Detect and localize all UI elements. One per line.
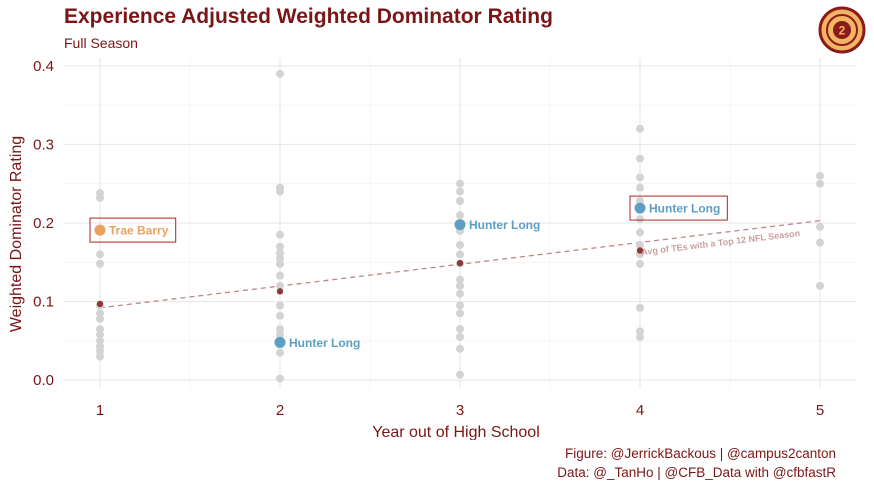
data-point	[276, 374, 284, 383]
data-point	[456, 187, 464, 196]
data-point	[636, 183, 644, 192]
x-tick-label: 4	[636, 402, 644, 419]
chart-title: Experience Adjusted Weighted Dominator R…	[64, 5, 553, 28]
data-point	[456, 275, 464, 284]
data-point	[456, 179, 464, 188]
data-point	[276, 325, 284, 334]
data-point	[816, 171, 824, 180]
data-point	[456, 344, 464, 353]
data-point	[636, 259, 644, 268]
data-point	[276, 69, 284, 78]
x-tick-label: 3	[456, 402, 464, 419]
highlight-point	[634, 202, 646, 214]
x-tick-label: 5	[816, 402, 824, 419]
highlight-label: Hunter Long	[289, 336, 360, 350]
data-point	[276, 230, 284, 239]
y-tick-label: 0.1	[33, 294, 54, 311]
highlight-label: Trae Barry	[109, 224, 169, 238]
data-point	[276, 187, 284, 196]
average-point	[636, 247, 644, 254]
highlight-point	[454, 219, 466, 231]
y-tick-label: 0.4	[33, 58, 54, 75]
data-point	[636, 241, 644, 249]
data-point	[456, 289, 464, 298]
data-point	[456, 332, 464, 341]
data-point	[276, 348, 284, 357]
data-point	[816, 222, 824, 231]
data-point	[456, 250, 464, 259]
data-point	[276, 248, 284, 257]
data-point	[96, 259, 104, 268]
data-credit: Data: @_TanHo | @CFB_Data with @cfbfastR	[557, 465, 836, 480]
highlight-point	[94, 224, 106, 236]
data-point	[96, 347, 104, 356]
data-point	[456, 241, 464, 249]
average-point	[276, 288, 284, 295]
data-point	[276, 281, 284, 290]
average-point	[96, 300, 104, 308]
x-tick-label: 2	[276, 402, 284, 419]
campus2canton-logo-icon: 2	[818, 6, 866, 54]
data-point	[456, 211, 464, 220]
y-tick-label: 0.0	[33, 372, 54, 389]
figure-credit: Figure: @JerrickBackous | @campus2canton	[564, 446, 836, 461]
data-point	[276, 242, 284, 251]
data-point	[96, 330, 104, 339]
data-point	[276, 259, 284, 268]
highlight-label: Hunter Long	[469, 218, 540, 232]
data-point	[276, 311, 284, 320]
data-point	[456, 281, 464, 290]
data-point	[276, 254, 284, 263]
y-axis-title: Weighted Dominator Rating	[8, 136, 25, 332]
data-point	[96, 193, 104, 202]
data-point	[456, 309, 464, 318]
data-point	[456, 301, 464, 310]
highlight-box	[89, 217, 177, 243]
data-point	[456, 370, 464, 379]
average-points	[96, 247, 644, 308]
data-point	[96, 250, 104, 259]
data-point	[456, 197, 464, 205]
data-point	[816, 281, 824, 290]
highlight-label: Hunter Long	[649, 202, 720, 216]
data-point	[96, 352, 104, 361]
average-point	[456, 259, 464, 267]
data-point	[636, 215, 644, 224]
data-point	[636, 332, 644, 341]
data-point	[96, 309, 104, 318]
highlight-box	[629, 195, 728, 221]
data-point	[636, 154, 644, 163]
data-point	[96, 325, 104, 334]
data-point	[816, 238, 824, 247]
data-point	[96, 336, 104, 345]
highlight-point	[274, 336, 286, 348]
data-point	[636, 124, 644, 133]
data-point	[636, 228, 644, 237]
data-point	[636, 303, 644, 312]
y-tick-label: 0.2	[33, 215, 54, 232]
data-point	[636, 327, 644, 336]
data-point	[636, 173, 644, 182]
chart-subtitle: Full Season	[64, 35, 138, 51]
y-tick-label: 0.3	[33, 136, 54, 153]
data-point	[816, 179, 824, 188]
data-point	[276, 301, 284, 310]
data-point	[96, 314, 104, 323]
data-point	[276, 330, 284, 339]
chart-plot: Trae Barry Hunter Long Hunter Long Hunter L…	[8, 58, 856, 440]
axis-ticks: 1 2 3 4 5 0.0 0.1 0.2 0.3 0.4	[33, 58, 824, 419]
x-axis-title: Year out of High School	[372, 424, 540, 440]
data-point	[276, 271, 284, 280]
data-point	[456, 325, 464, 334]
svg-text:2: 2	[839, 24, 846, 38]
highlight-points: Trae Barry Hunter Long Hunter Long Hunter L…	[89, 195, 728, 350]
x-tick-label: 1	[96, 402, 104, 419]
